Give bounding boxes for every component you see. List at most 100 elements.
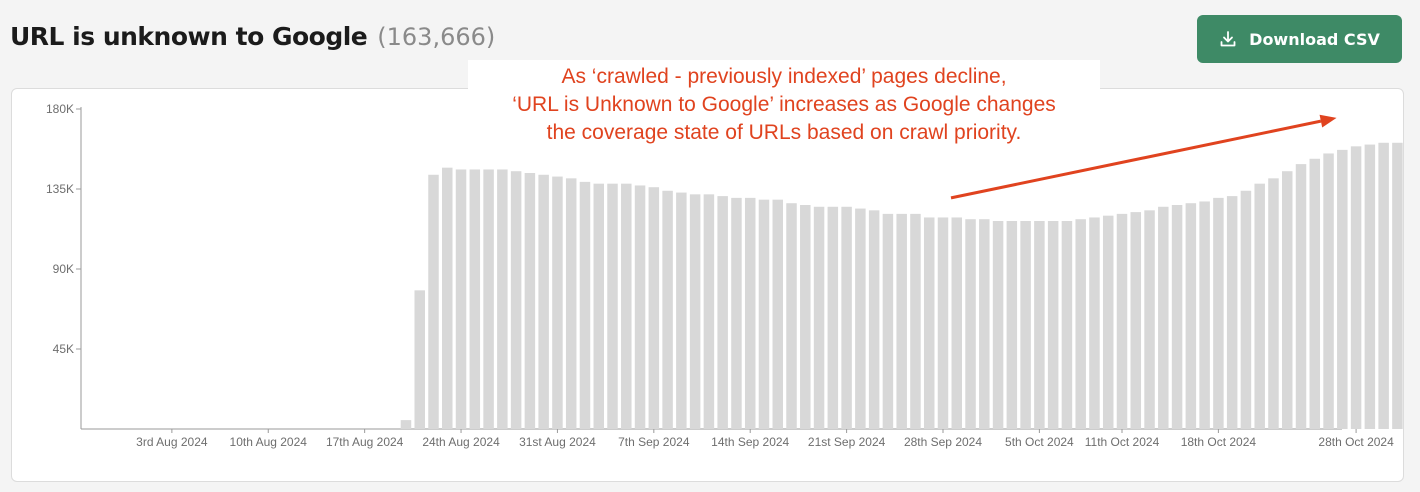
bar [717, 196, 728, 429]
axes: 45K 90K 135K 180K 3rd Aug 2024 10th Aug 2024 1… [46, 102, 1394, 449]
download-icon [1219, 30, 1237, 48]
result-count: (163,666) [377, 23, 496, 51]
bar [1171, 205, 1183, 429]
x-tick-label: 24th Aug 2024 [422, 435, 500, 449]
x-tick-label: 14th Sep 2024 [711, 435, 789, 449]
bar [923, 217, 935, 429]
arrow-head [1319, 114, 1337, 128]
y-tick-label: 135K [46, 182, 74, 196]
bar [1364, 144, 1376, 430]
bar [455, 169, 467, 429]
bar [1102, 215, 1114, 429]
bar [855, 208, 866, 429]
bar [992, 221, 1004, 429]
bar [579, 181, 591, 429]
bar [634, 185, 646, 429]
bar [965, 219, 976, 429]
bar [1295, 164, 1307, 429]
arrow-shaft [950, 119, 1322, 200]
bar [1144, 210, 1155, 429]
bar [1268, 178, 1279, 429]
bar [910, 213, 921, 429]
x-tick-label: 31st Aug 2024 [519, 435, 596, 449]
x-tick-label: 18th Oct 2024 [1181, 435, 1257, 449]
bar [1392, 142, 1403, 429]
bar [1240, 190, 1252, 429]
bar [1309, 158, 1321, 429]
bar [689, 194, 701, 429]
bar [827, 206, 839, 429]
bars [400, 142, 1403, 430]
bar [868, 210, 880, 429]
bar [731, 197, 742, 429]
x-tick-label: 10th Aug 2024 [230, 435, 308, 449]
bar [428, 174, 439, 429]
bar [1213, 197, 1224, 429]
bar [565, 178, 577, 429]
chart-card: 45K 90K 135K 180K 3rd Aug 2024 10th Aug 2024 1… [11, 88, 1404, 482]
bar [772, 199, 783, 429]
annotation-line: As ‘crawled - previously indexed’ pages … [561, 65, 1007, 88]
bar [1337, 149, 1348, 429]
x-tick-label: 7th Sep 2024 [618, 435, 690, 449]
bar [510, 171, 522, 429]
bar [758, 199, 770, 429]
bar [744, 197, 756, 429]
x-tick-label: 5th Oct 2024 [1005, 435, 1074, 449]
bar [951, 217, 963, 429]
bar [1226, 196, 1238, 429]
page-header: URL is unknown to Google (163,666) [10, 22, 495, 51]
bar [662, 190, 673, 429]
bar [1006, 221, 1018, 429]
bar [1254, 183, 1265, 429]
bar [552, 176, 563, 429]
bar [1089, 217, 1100, 429]
x-tick-label: 28th Oct 2024 [1318, 435, 1394, 449]
bar [442, 167, 453, 429]
x-tick-label: 3rd Aug 2024 [136, 435, 208, 449]
bar [1047, 221, 1059, 429]
download-csv-button[interactable]: Download CSV [1197, 15, 1402, 63]
bar [1185, 203, 1197, 429]
x-tick-label: 21st Sep 2024 [808, 435, 886, 449]
y-tick-label: 90K [53, 262, 74, 276]
bar [607, 183, 618, 429]
bar [1281, 171, 1293, 429]
bar [593, 183, 604, 429]
bar [882, 213, 894, 429]
bar [1350, 146, 1362, 430]
bar [483, 169, 494, 429]
chart-annotation: As ‘crawled - previously indexed’ pages … [468, 60, 1100, 152]
bar [937, 217, 949, 429]
bar [538, 174, 549, 429]
bar-chart: 45K 90K 135K 180K 3rd Aug 2024 10th Aug 2024 1… [46, 102, 1403, 449]
bar [1020, 221, 1031, 429]
y-tick-label: 180K [46, 102, 74, 116]
bar [621, 183, 632, 429]
download-csv-label: Download CSV [1249, 29, 1380, 49]
bar [1323, 153, 1334, 429]
bar [841, 206, 852, 429]
bar [648, 187, 660, 429]
annotation-line: ‘URL is Unknown to Google’ increases as … [512, 93, 1056, 116]
page-title: URL is unknown to Google [10, 22, 368, 51]
x-tick-label: 17th Aug 2024 [326, 435, 404, 449]
bar [813, 206, 825, 429]
bar [1075, 219, 1086, 429]
trend-arrow [950, 114, 1337, 200]
bar [896, 213, 907, 429]
y-tick-label: 45K [53, 342, 74, 356]
annotation-line: the coverage state of URLs based on craw… [546, 121, 1022, 144]
bar [979, 219, 990, 429]
bar [703, 194, 715, 429]
bar [469, 169, 481, 429]
bar [497, 169, 508, 429]
bar [800, 205, 811, 429]
bar [1378, 142, 1389, 429]
bar [1061, 221, 1073, 429]
bar [1116, 213, 1128, 429]
bar [414, 290, 425, 429]
bar [676, 192, 687, 429]
bar [1199, 201, 1210, 429]
bar [400, 420, 412, 429]
